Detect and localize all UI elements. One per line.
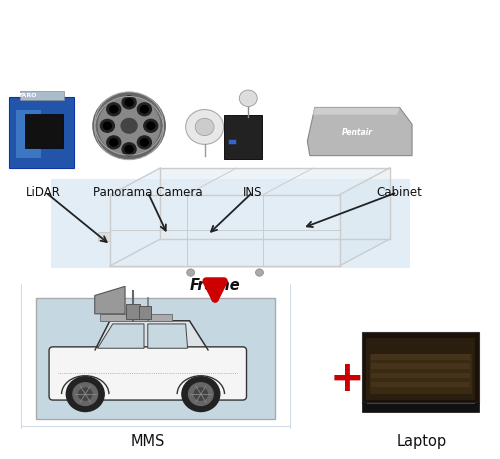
Circle shape <box>147 123 155 130</box>
Bar <box>362 332 480 403</box>
FancyBboxPatch shape <box>49 347 246 400</box>
Circle shape <box>107 104 120 117</box>
Circle shape <box>98 98 160 155</box>
Circle shape <box>107 137 120 150</box>
Text: FARO: FARO <box>18 93 36 98</box>
FancyBboxPatch shape <box>139 306 151 319</box>
Circle shape <box>73 383 98 406</box>
FancyBboxPatch shape <box>126 304 140 319</box>
Circle shape <box>195 119 214 136</box>
Text: LiDAR: LiDAR <box>26 186 60 199</box>
Text: Frame: Frame <box>190 278 240 292</box>
Circle shape <box>78 388 92 400</box>
Polygon shape <box>340 168 390 266</box>
Text: MMS: MMS <box>130 433 165 448</box>
Circle shape <box>104 123 112 130</box>
Bar <box>371 354 470 360</box>
Polygon shape <box>94 321 208 351</box>
Bar <box>366 338 476 400</box>
FancyBboxPatch shape <box>9 98 74 169</box>
Circle shape <box>122 144 136 156</box>
Bar <box>228 140 235 145</box>
Circle shape <box>138 104 151 117</box>
Circle shape <box>121 119 137 134</box>
Circle shape <box>110 106 118 114</box>
Bar <box>371 382 470 387</box>
Circle shape <box>140 140 148 147</box>
Circle shape <box>194 388 207 400</box>
Polygon shape <box>148 324 188 348</box>
Polygon shape <box>98 324 144 348</box>
Bar <box>36 298 275 420</box>
Bar <box>98 232 110 241</box>
Circle shape <box>93 93 165 160</box>
Circle shape <box>100 120 114 133</box>
Bar <box>50 179 410 269</box>
Circle shape <box>66 377 104 412</box>
FancyBboxPatch shape <box>20 92 64 101</box>
Circle shape <box>125 146 133 154</box>
Circle shape <box>110 140 118 147</box>
Circle shape <box>182 377 220 412</box>
Bar <box>370 354 472 394</box>
Polygon shape <box>312 108 400 116</box>
Circle shape <box>186 110 224 145</box>
Text: Pentair: Pentair <box>342 128 373 137</box>
Polygon shape <box>94 287 125 314</box>
Circle shape <box>140 106 148 114</box>
Text: Cabinet: Cabinet <box>376 186 422 199</box>
Circle shape <box>186 269 194 277</box>
Circle shape <box>122 97 136 110</box>
Text: INS: INS <box>242 186 262 199</box>
Bar <box>362 403 480 413</box>
Circle shape <box>188 383 213 406</box>
Circle shape <box>125 100 133 107</box>
FancyBboxPatch shape <box>24 115 63 149</box>
Text: Laptop: Laptop <box>397 433 447 448</box>
Text: +: + <box>330 357 364 399</box>
Bar <box>371 373 470 378</box>
Text: Panorama Camera: Panorama Camera <box>93 186 202 199</box>
Bar <box>371 364 470 369</box>
Circle shape <box>256 269 264 277</box>
Polygon shape <box>308 108 412 156</box>
Circle shape <box>138 137 151 150</box>
FancyBboxPatch shape <box>16 111 41 158</box>
Circle shape <box>144 120 158 133</box>
FancyBboxPatch shape <box>224 116 262 160</box>
Circle shape <box>240 91 257 107</box>
Polygon shape <box>110 168 390 195</box>
Bar <box>100 314 172 321</box>
